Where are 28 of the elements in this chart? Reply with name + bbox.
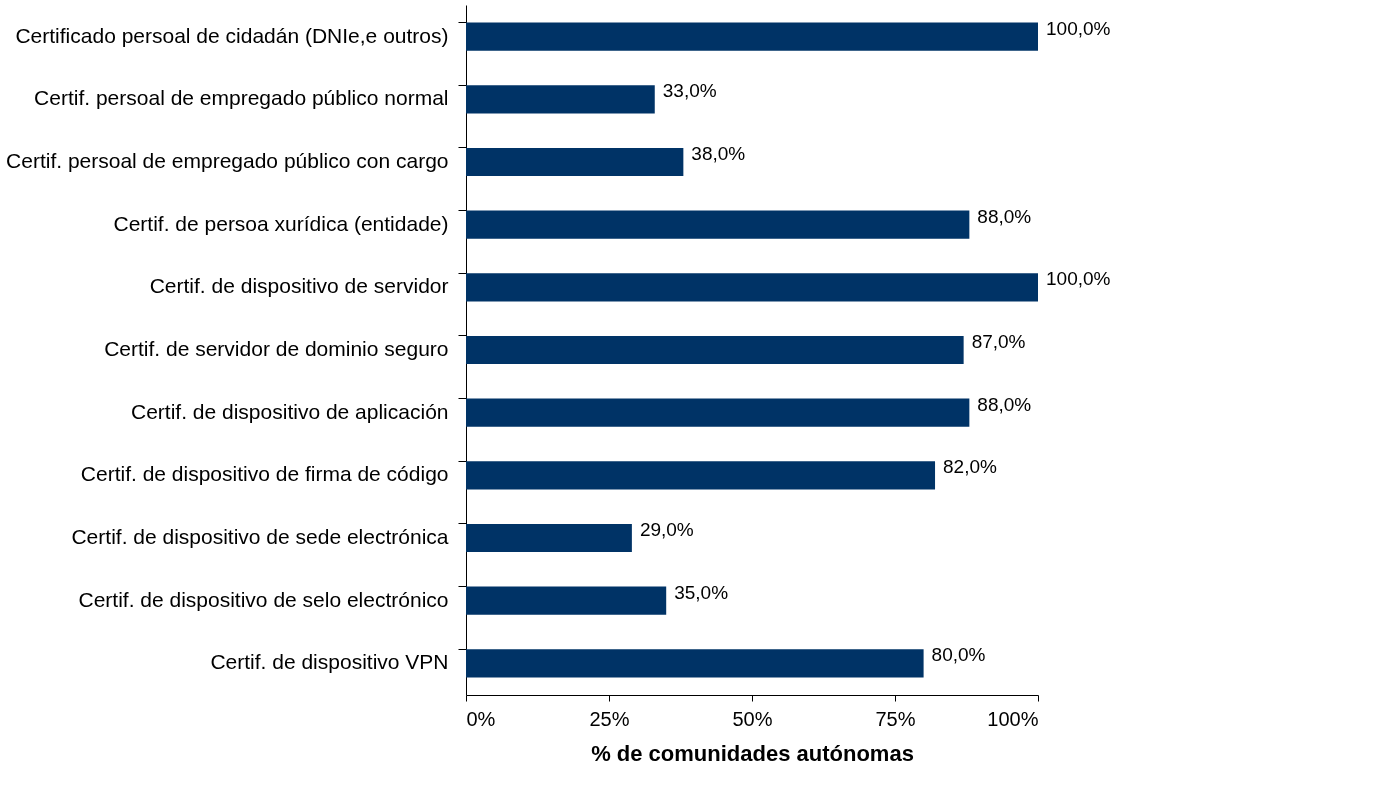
- y-tick-label: Certif. de dispositivo de firma de código: [80, 462, 449, 486]
- x-tick-label: 0%: [466, 707, 496, 730]
- x-tick-label: 75%: [875, 707, 916, 730]
- x-tick-label: 25%: [589, 707, 630, 730]
- data-label: 38,0%: [691, 142, 746, 164]
- data-label: 82,0%: [943, 456, 998, 478]
- y-tick-label: Certif. de dispositivo de servidor: [149, 274, 449, 298]
- y-tick-label: Certif. persoal de empregado público con cargo: [6, 148, 449, 172]
- data-label: 100,0%: [1046, 17, 1111, 39]
- data-label: 33,0%: [662, 80, 717, 102]
- y-tick-label: Certif. persoal de empregado público normal: [34, 86, 449, 110]
- data-label: 80,0%: [931, 644, 986, 666]
- x-axis-title: % de comunidades autónomas: [591, 740, 914, 766]
- x-tick-label: 50%: [732, 707, 773, 730]
- data-label: 100,0%: [1046, 268, 1111, 290]
- data-label: 88,0%: [977, 205, 1032, 227]
- data-label: 88,0%: [977, 393, 1032, 415]
- data-label: 29,0%: [639, 519, 694, 541]
- y-tick-label: Certif. de servidor de dominio seguro: [104, 337, 449, 360]
- y-tick-label: Certificado persoal de cidadán (DNIe,e outros): [15, 23, 449, 47]
- y-tick-label: Certif. de dispositivo de aplicación: [130, 399, 449, 423]
- y-tick-label: Certif. de dispositivo VPN: [210, 650, 449, 674]
- y-tick-label: Certif. de dispositivo de sede electrónica: [71, 525, 449, 549]
- x-tick-label: 100%: [987, 707, 1039, 730]
- data-label: 35,0%: [674, 581, 729, 603]
- y-tick-label: Certif. de dispositivo de selo electrónico: [78, 587, 449, 611]
- data-label: 87,0%: [971, 331, 1026, 352]
- y-tick-label: Certif. de persoa xurídica (entidade): [113, 211, 449, 235]
